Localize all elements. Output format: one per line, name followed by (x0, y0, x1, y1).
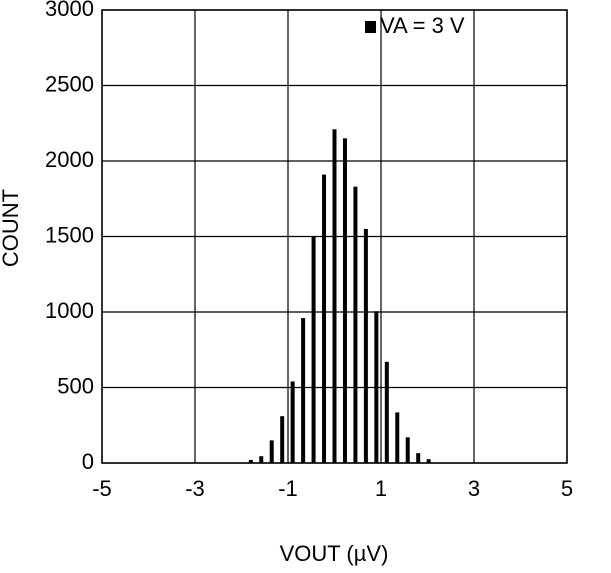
y-tick-label: 500 (57, 373, 94, 398)
bar (290, 381, 295, 463)
bar (395, 412, 400, 463)
bar (248, 459, 253, 463)
bar (311, 236, 316, 463)
y-tick-label: 3000 (45, 0, 94, 21)
x-tick-label: -3 (185, 476, 205, 501)
bar (280, 416, 285, 463)
bar (374, 311, 379, 463)
bar (342, 138, 347, 463)
x-tick-label: 5 (561, 476, 573, 501)
legend-label: VA = 3 V (380, 13, 465, 38)
bar (353, 186, 358, 464)
y-tick-label: 1500 (45, 222, 94, 247)
bar (426, 459, 431, 463)
bar (269, 440, 274, 463)
x-axis-title: VOUT (µV) (280, 541, 389, 566)
x-tick-label: 3 (468, 476, 480, 501)
legend-swatch (365, 21, 376, 33)
x-tick-label: -5 (92, 476, 112, 501)
y-tick-label: 2500 (45, 71, 94, 96)
y-tick-label: 1000 (45, 298, 94, 323)
bar (405, 437, 410, 463)
y-tick-label: 2000 (45, 147, 94, 172)
bar (384, 361, 389, 463)
bar (322, 174, 327, 463)
bar (416, 453, 421, 463)
bar (301, 318, 306, 463)
bar (332, 129, 337, 464)
bar (363, 228, 368, 463)
y-tick-label: 0 (82, 449, 94, 474)
x-tick-label: 1 (375, 476, 387, 501)
bar (259, 456, 264, 463)
y-axis-title: COUNT (0, 189, 23, 267)
x-tick-label: -1 (278, 476, 298, 501)
